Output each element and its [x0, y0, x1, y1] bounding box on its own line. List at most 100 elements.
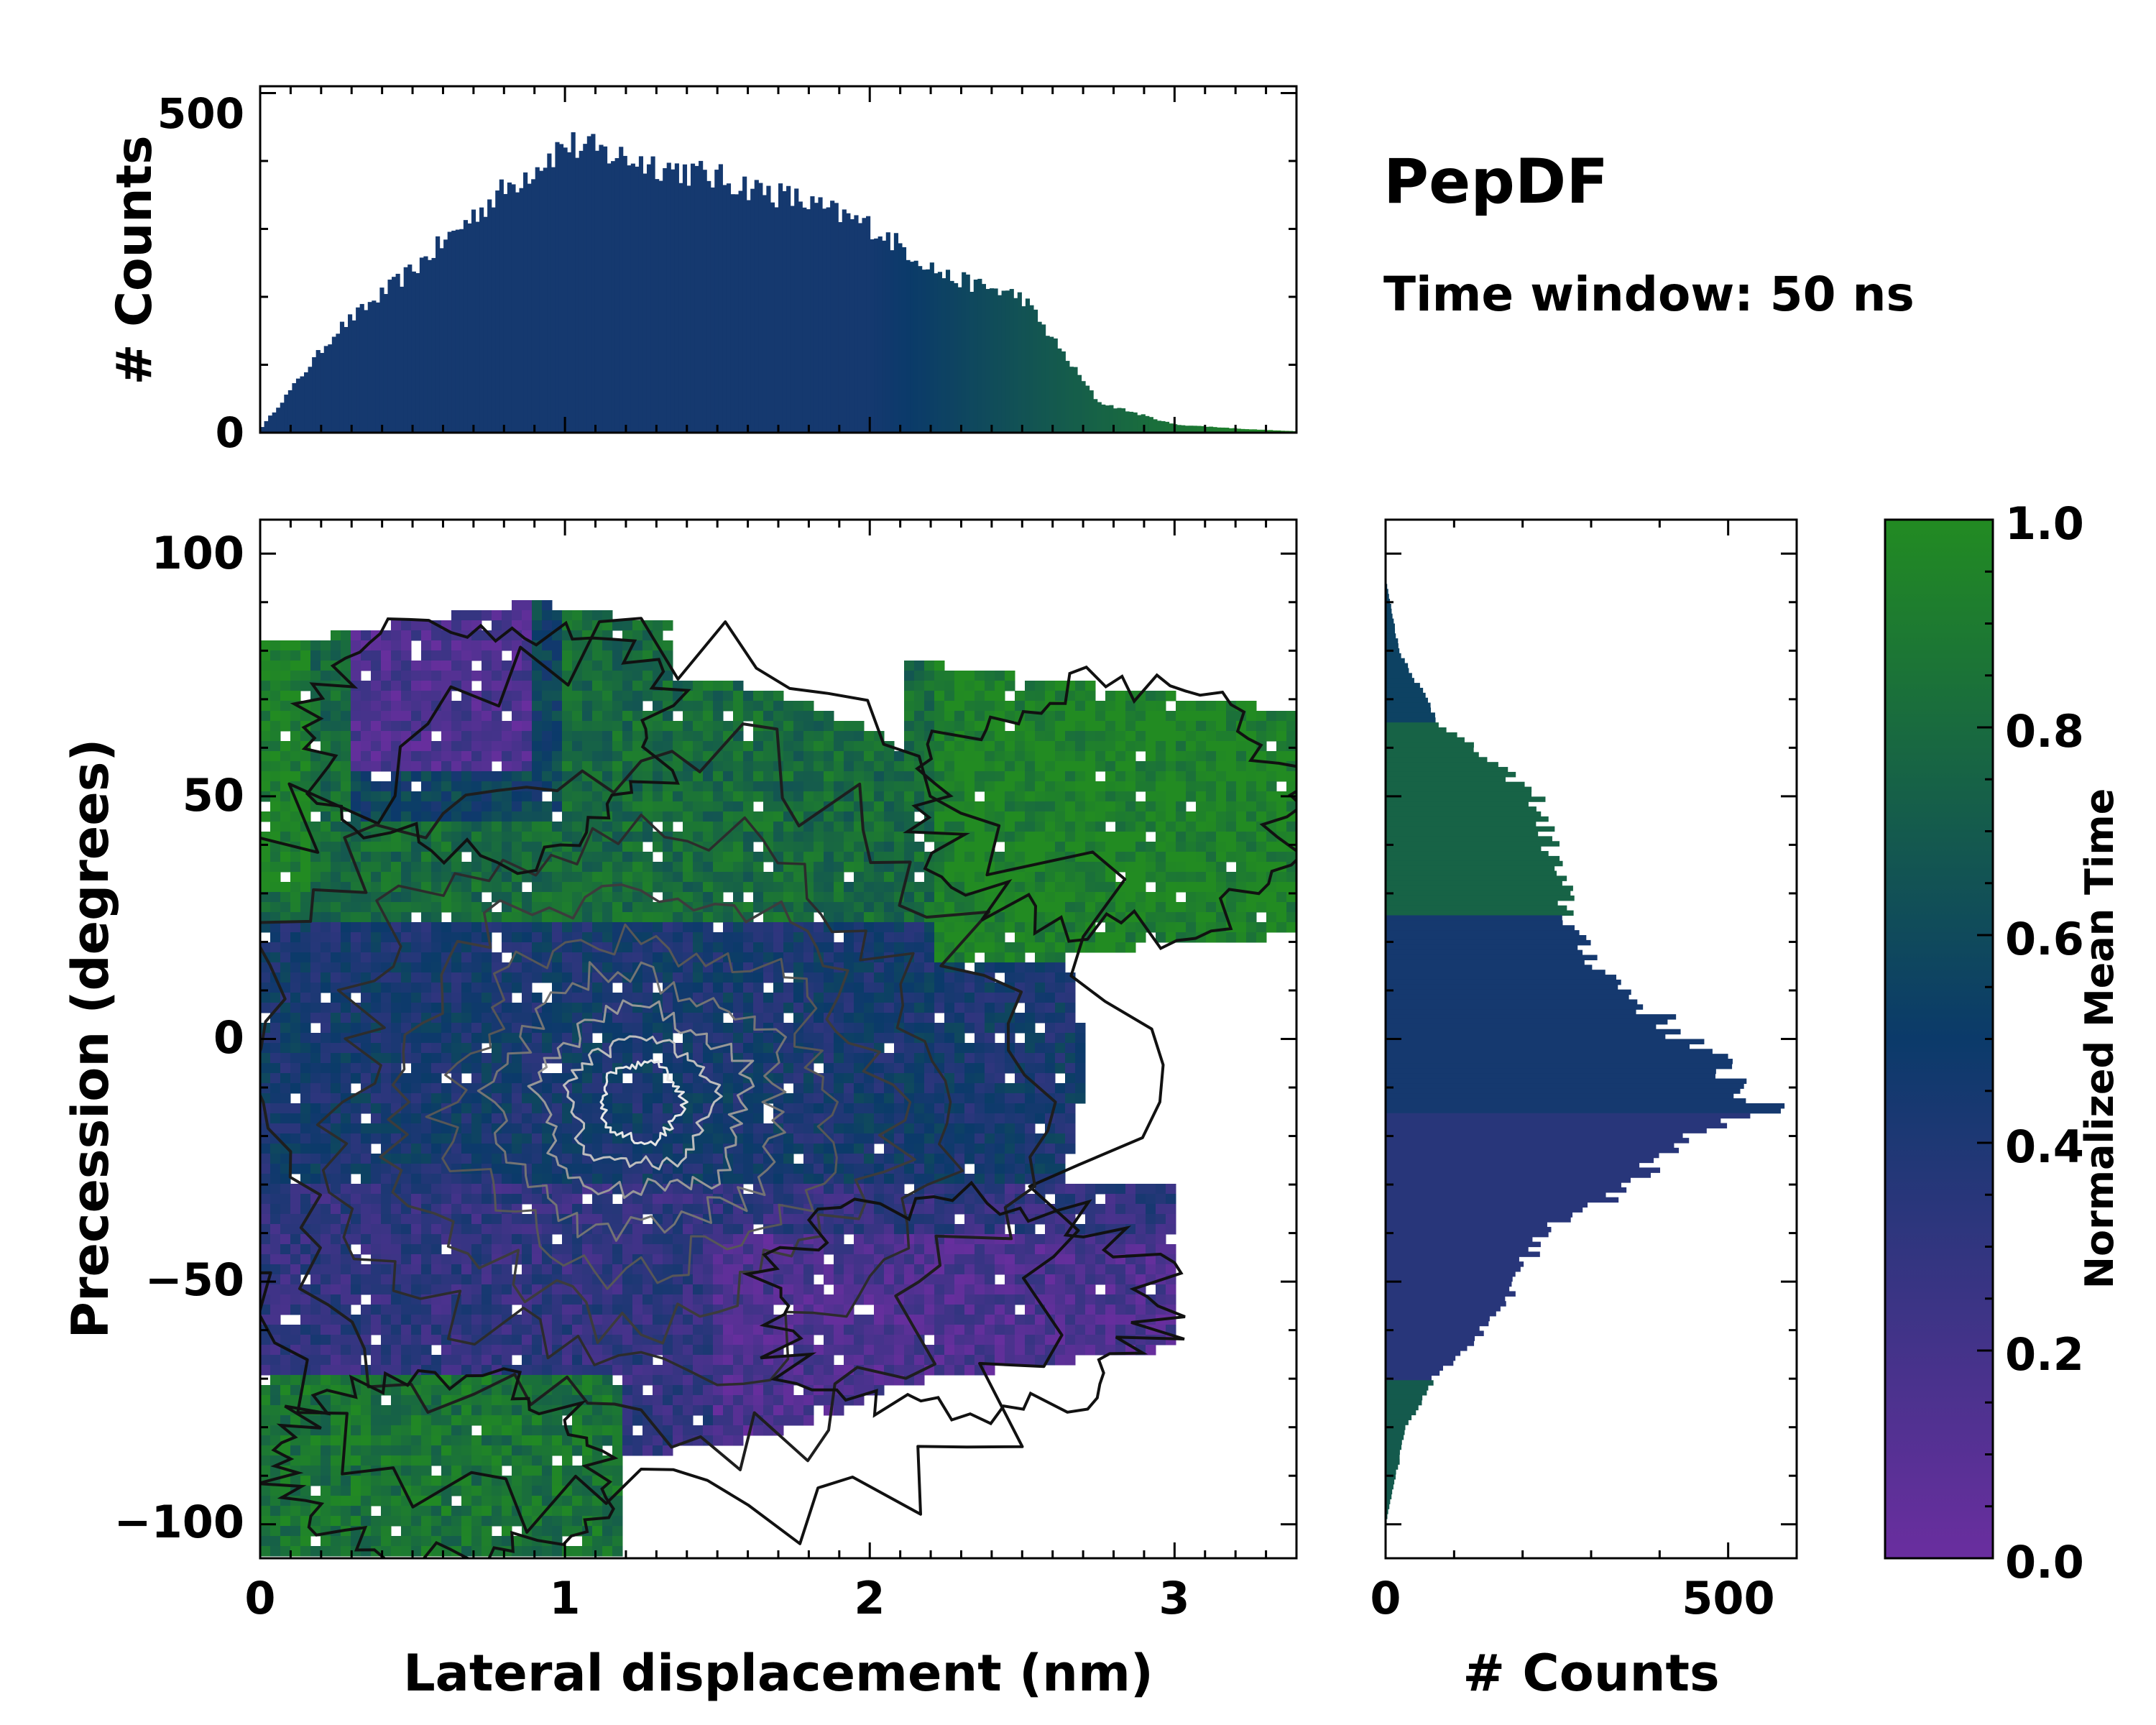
heatmap-cell [894, 983, 905, 993]
heatmap-cell [270, 902, 281, 913]
heatmap-cell [512, 892, 522, 903]
heatmap-cell [874, 912, 885, 923]
heatmap-cell [542, 1013, 553, 1024]
top-histogram-bar [926, 269, 931, 433]
heatmap-cell [492, 791, 502, 802]
heatmap-cell [1286, 721, 1296, 732]
heatmap-cell [522, 731, 533, 742]
heatmap-cell [502, 1093, 512, 1104]
heatmap-cell [1055, 872, 1066, 883]
top-histogram-bar [766, 185, 771, 433]
heatmap-cell [1236, 781, 1247, 792]
heatmap-cell [1105, 842, 1116, 852]
heatmap-cell [522, 1033, 533, 1044]
heatmap-cell [1085, 902, 1096, 913]
heatmap-cell [331, 721, 341, 732]
heatmap-cell [1085, 731, 1096, 742]
heatmap-cell [451, 1033, 462, 1044]
heatmap-cell [411, 741, 422, 752]
heatmap-cell [1286, 731, 1296, 742]
heatmap-cell [914, 922, 925, 933]
heatmap-cell [331, 640, 341, 651]
heatmap-cell [290, 1154, 301, 1164]
heatmap-cell [492, 650, 502, 661]
heatmap-cell [773, 1154, 784, 1164]
heatmap-cell [421, 771, 432, 782]
top-histogram-bar [344, 326, 349, 433]
heatmap-cell [371, 1083, 382, 1094]
heatmap-cell [1085, 942, 1096, 953]
heatmap-cell [723, 872, 734, 883]
heatmap-cell [1166, 882, 1176, 893]
heatmap-cell [1035, 681, 1046, 691]
heatmap-cell [1075, 741, 1086, 752]
top-histogram-bar [411, 271, 416, 433]
heatmap-cell [824, 1053, 834, 1064]
heatmap-cell [552, 922, 563, 933]
heatmap-cell [381, 781, 392, 792]
heatmap-cell [653, 811, 663, 822]
heatmap-cell [391, 650, 402, 661]
heatmap-cell [773, 691, 784, 702]
heatmap-cell [713, 912, 724, 923]
heatmap-cell [391, 721, 402, 732]
heatmap-cell [985, 1113, 995, 1124]
heatmap-cell [884, 1053, 895, 1064]
heatmap-cell [924, 1093, 935, 1104]
heatmap-cell [854, 1073, 865, 1084]
heatmap-cell [482, 822, 492, 832]
heatmap-cell [310, 932, 321, 943]
heatmap-cell [964, 952, 975, 963]
heatmap-cell [1055, 751, 1066, 762]
heatmap-cell [522, 711, 533, 722]
heatmap-cell [844, 932, 854, 943]
heatmap-cell [844, 983, 854, 993]
heatmap-cell [1045, 1133, 1056, 1144]
top-histogram-bar [1129, 411, 1134, 433]
heatmap-cell [431, 681, 442, 691]
heatmap-cell [874, 842, 885, 852]
top-histogram-bar [1192, 426, 1197, 433]
heatmap-cell [934, 661, 945, 671]
heatmap-cell [834, 1013, 844, 1024]
heatmap-cell [1105, 791, 1116, 802]
top-histogram-bar [272, 412, 277, 433]
top-histogram-bar [1228, 428, 1233, 433]
heatmap-cell [964, 882, 975, 893]
heatmap-cell [834, 922, 844, 933]
heatmap-cell [703, 972, 714, 983]
heatmap-cell [471, 781, 482, 792]
top-histogram-bar [1217, 427, 1222, 433]
heatmap-cell [451, 1013, 462, 1024]
heatmap-cell [1005, 1164, 1015, 1174]
heatmap-cell [874, 902, 885, 913]
top-histogram-bar [734, 194, 740, 433]
heatmap-cell [321, 640, 331, 651]
heatmap-cell [592, 912, 603, 923]
top-histogram-bar [882, 240, 887, 433]
heatmap-cell [1246, 902, 1257, 913]
heatmap-cell [381, 731, 392, 742]
top-histogram-bar [674, 163, 679, 433]
heatmap-cell [783, 1063, 794, 1074]
heatmap-cell [371, 1123, 382, 1134]
heatmap-cell [964, 1083, 975, 1094]
heatmap-cell [1065, 832, 1076, 842]
heatmap-cell [924, 1123, 935, 1134]
heatmap-cell [1015, 912, 1026, 923]
heatmap-cell [471, 892, 482, 903]
heatmap-cell [944, 741, 955, 752]
top-histogram-bar [483, 216, 488, 433]
heatmap-cell [834, 1073, 844, 1084]
heatmap-cell [431, 972, 442, 983]
heatmap-cell [844, 1144, 854, 1154]
heatmap-cell [783, 1174, 794, 1184]
heatmap-cell [421, 691, 432, 702]
heatmap-cell [582, 1093, 593, 1104]
heatmap-cell [371, 993, 382, 1003]
heatmap-cell [894, 922, 905, 933]
heatmap-cell [723, 751, 734, 762]
heatmap-cell [260, 751, 271, 762]
heatmap-cell [632, 630, 643, 641]
heatmap-cell [502, 751, 512, 762]
